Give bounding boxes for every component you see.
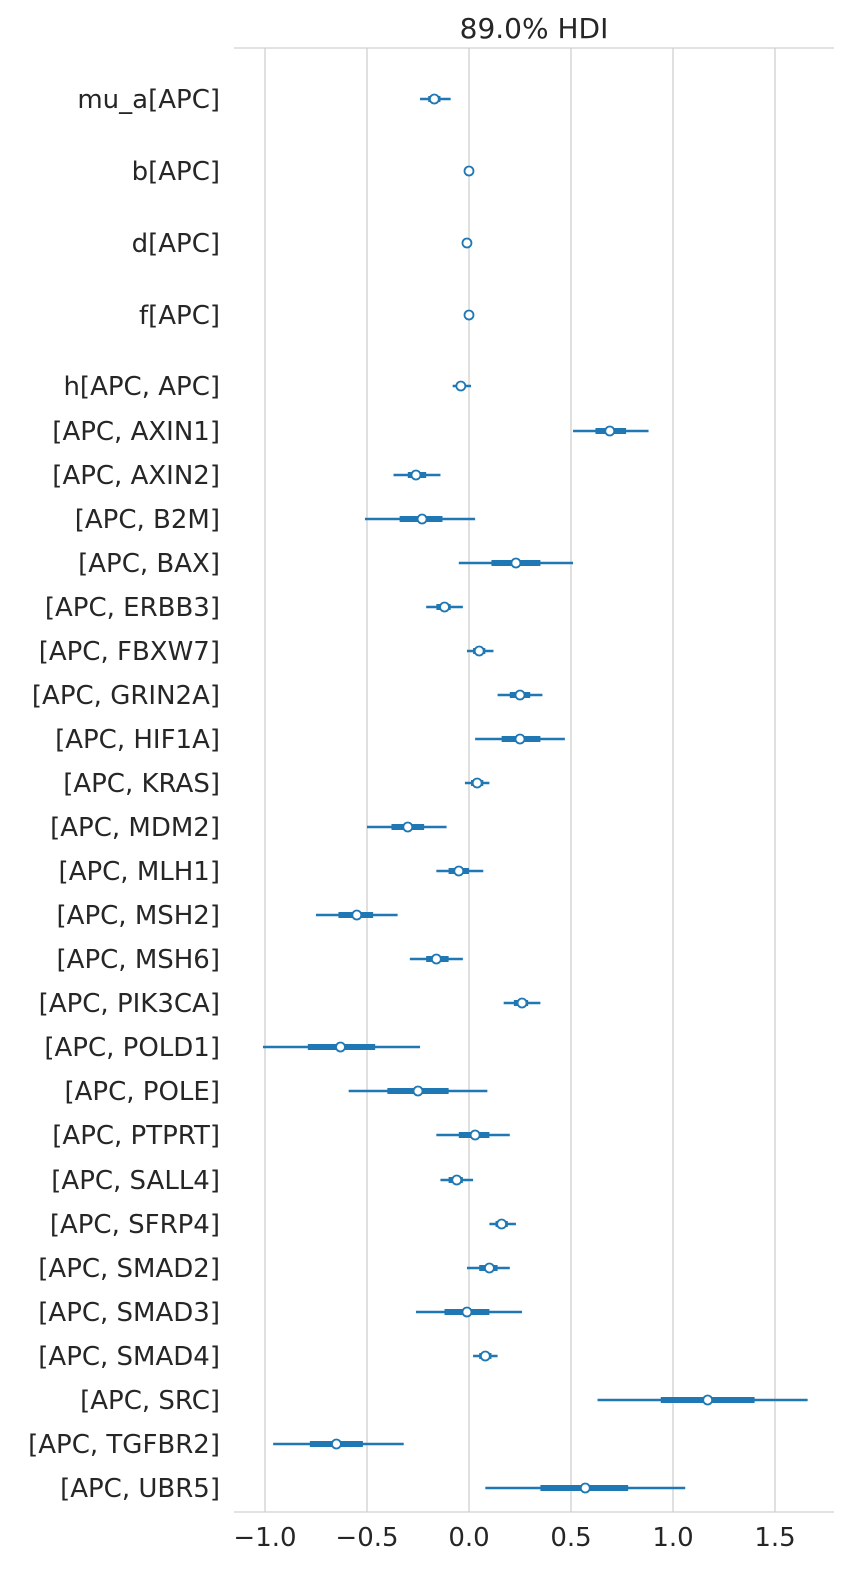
mean-point [351,909,363,921]
row-label: [APC, AXIN1] [52,417,220,447]
mean-point [451,1174,463,1186]
row-label: [APC, SALL4] [51,1166,220,1196]
mean-point [455,380,467,392]
mean-point [473,645,485,657]
row-label: [APC, MSH6] [57,945,220,975]
mean-point [463,309,475,321]
row-label: [APC, SRC] [80,1386,220,1416]
gridlines [264,48,776,1512]
mean-point [471,777,483,789]
row-label: [APC, MLH1] [59,857,220,887]
x-tick-label: 1.5 [754,1523,795,1553]
row-label: [APC, MSH2] [57,901,220,931]
row-label: [APC, B2M] [75,505,220,535]
row-label: [APC, HIF1A] [55,725,220,755]
mean-point [412,1085,424,1097]
mean-point [461,1306,473,1318]
row-label: [APC, SMAD3] [38,1298,220,1328]
x-tick-label: −0.5 [335,1523,398,1553]
row-label: [APC, AXIN2] [52,461,220,491]
row-label: [APC, UBR5] [60,1474,220,1504]
x-tick-label: 0.0 [448,1523,489,1553]
mean-point [402,821,414,833]
row-label: [APC, MDM2] [50,813,220,843]
mean-point [483,1262,495,1274]
row-label: [APC, GRIN2A] [32,681,220,711]
row-label: [APC, SFRP4] [50,1210,220,1240]
row-label: [APC, POLE] [65,1077,221,1107]
row-label: h[APC, APC] [63,372,220,402]
mean-point [430,953,442,965]
mean-point [463,165,475,177]
mean-point [496,1218,508,1230]
row-label: d[APC] [132,229,220,259]
row-label: b[APC] [132,157,220,187]
mean-point [469,1129,481,1141]
chart-title: 89.0% HDI [460,12,609,45]
mean-point [604,425,616,437]
mean-point [461,237,473,249]
row-label: [APC, SMAD4] [38,1342,220,1372]
x-tick-label: 1.0 [652,1523,693,1553]
row-label: [APC, SMAD2] [38,1254,220,1284]
mean-point [439,601,450,613]
mean-point [514,733,526,745]
mean-point [428,93,440,105]
x-axis-tick-labels: −1.0 −0.5 0.0 0.5 1.0 1.5 [233,1523,795,1553]
mean-point [516,997,528,1009]
mean-point [453,865,465,877]
row-label: [APC, BAX] [78,549,220,579]
row-label: mu_a[APC] [77,85,220,115]
x-tick-label: 0.5 [550,1523,591,1553]
row-label: [APC, FBXW7] [39,637,220,667]
row-label: f[APC] [139,301,220,331]
mean-point [335,1041,346,1053]
mean-point [330,1438,342,1450]
row-labels: mu_a[APC] b[APC] d[APC] f[APC] h[APC, APC] [A… [28,85,220,1504]
mean-point [416,513,428,525]
row-label: [APC, ERBB3] [45,593,220,623]
mean-point [579,1482,591,1494]
mean-point [479,1350,491,1362]
row-label: [APC, PTPRT] [52,1121,220,1151]
row-label: [APC, PIK3CA] [39,989,220,1019]
row-label: [APC, TGFBR2] [28,1430,220,1460]
row-label: [APC, KRAS] [63,769,220,799]
row-label: [APC, POLD1] [44,1033,220,1063]
mean-point [514,689,526,701]
mean-point [410,469,422,481]
mean-point [702,1394,714,1406]
x-tick-label: −1.0 [233,1523,296,1553]
mean-point [510,557,522,569]
interval-marks [262,93,808,1494]
